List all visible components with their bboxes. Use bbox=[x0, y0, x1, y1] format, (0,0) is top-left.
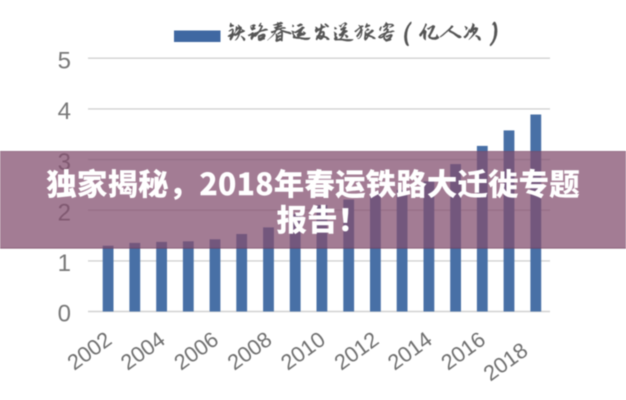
svg-text:0: 0 bbox=[58, 301, 71, 328]
svg-text:2006: 2006 bbox=[169, 326, 223, 375]
svg-text:2004: 2004 bbox=[116, 326, 170, 375]
svg-text:4: 4 bbox=[58, 98, 71, 125]
svg-text:2012: 2012 bbox=[329, 326, 383, 375]
svg-text:2010: 2010 bbox=[276, 326, 330, 375]
svg-text:2002: 2002 bbox=[62, 326, 116, 375]
svg-text:2008: 2008 bbox=[223, 326, 277, 375]
svg-text:2014: 2014 bbox=[383, 326, 437, 375]
svg-text:1: 1 bbox=[58, 250, 71, 277]
svg-text:5: 5 bbox=[58, 48, 71, 75]
